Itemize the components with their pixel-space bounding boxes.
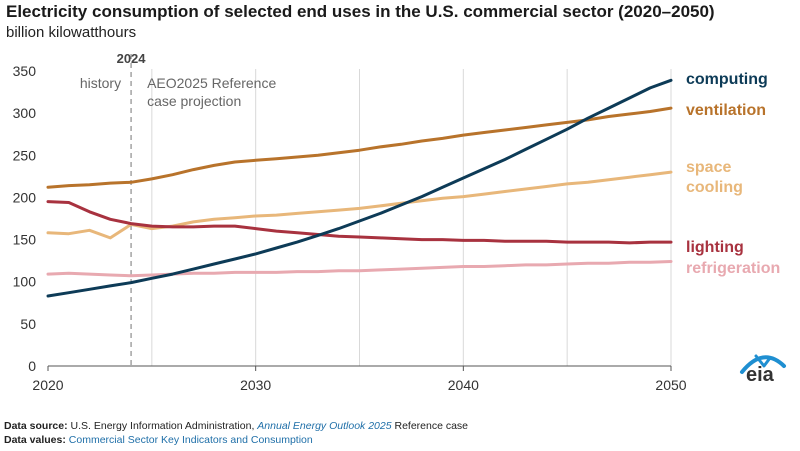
series-line-space-cooling xyxy=(46,170,673,240)
series-label-lighting: lighting xyxy=(686,239,744,256)
x-tick-label: 2050 xyxy=(655,377,686,393)
y-tick-label: 0 xyxy=(28,358,36,374)
projection-label-line1: AEO2025 Reference xyxy=(147,75,276,91)
chart-subtitle: billion kilowatthours xyxy=(6,24,137,41)
series-line-refrigeration xyxy=(46,260,673,278)
data-values-label: Data values: xyxy=(4,434,66,446)
x-tick-label: 2040 xyxy=(448,377,479,393)
y-tick-label: 200 xyxy=(13,189,37,205)
series-label-ventilation: ventilation xyxy=(686,102,766,119)
y-tick-label: 50 xyxy=(20,316,36,332)
data-source-label: Data source: xyxy=(4,420,68,432)
series-line-ventilation xyxy=(46,106,673,189)
data-values-line: Data values: Commercial Sector Key Indic… xyxy=(4,434,313,446)
data-source-link[interactable]: Annual Energy Outlook 2025 xyxy=(257,420,392,432)
y-tick-label: 150 xyxy=(13,232,37,248)
data-source-text: U.S. Energy Information Administration, xyxy=(70,420,255,432)
series-line-lighting xyxy=(46,200,673,245)
history-label: history xyxy=(80,75,121,91)
eia-logo-text: eia xyxy=(746,364,774,386)
series-label-space-cooling: space xyxy=(686,159,731,176)
data-source-line: Data source: U.S. Energy Information Adm… xyxy=(4,420,468,432)
chart-title: Electricity consumption of selected end … xyxy=(6,2,715,21)
y-tick-label: 100 xyxy=(13,274,37,290)
projection-label-line2: case projection xyxy=(147,93,241,109)
x-tick-label: 2020 xyxy=(32,377,63,393)
series-label-space-cooling: cooling xyxy=(686,179,743,196)
series-label-computing: computing xyxy=(686,71,768,88)
series-line-computing xyxy=(46,78,673,298)
y-tick-label: 300 xyxy=(13,105,37,121)
y-tick-label: 350 xyxy=(13,63,37,79)
x-tick-label: 2030 xyxy=(240,377,271,393)
data-values-link[interactable]: Commercial Sector Key Indicators and Con… xyxy=(68,434,313,446)
series-label-refrigeration: refrigeration xyxy=(686,260,780,277)
marker-year-label: 2024 xyxy=(117,51,147,66)
eia-logo-icon xyxy=(740,354,786,374)
data-source-suffix: Reference case xyxy=(394,420,469,432)
y-tick-label: 250 xyxy=(13,147,37,163)
